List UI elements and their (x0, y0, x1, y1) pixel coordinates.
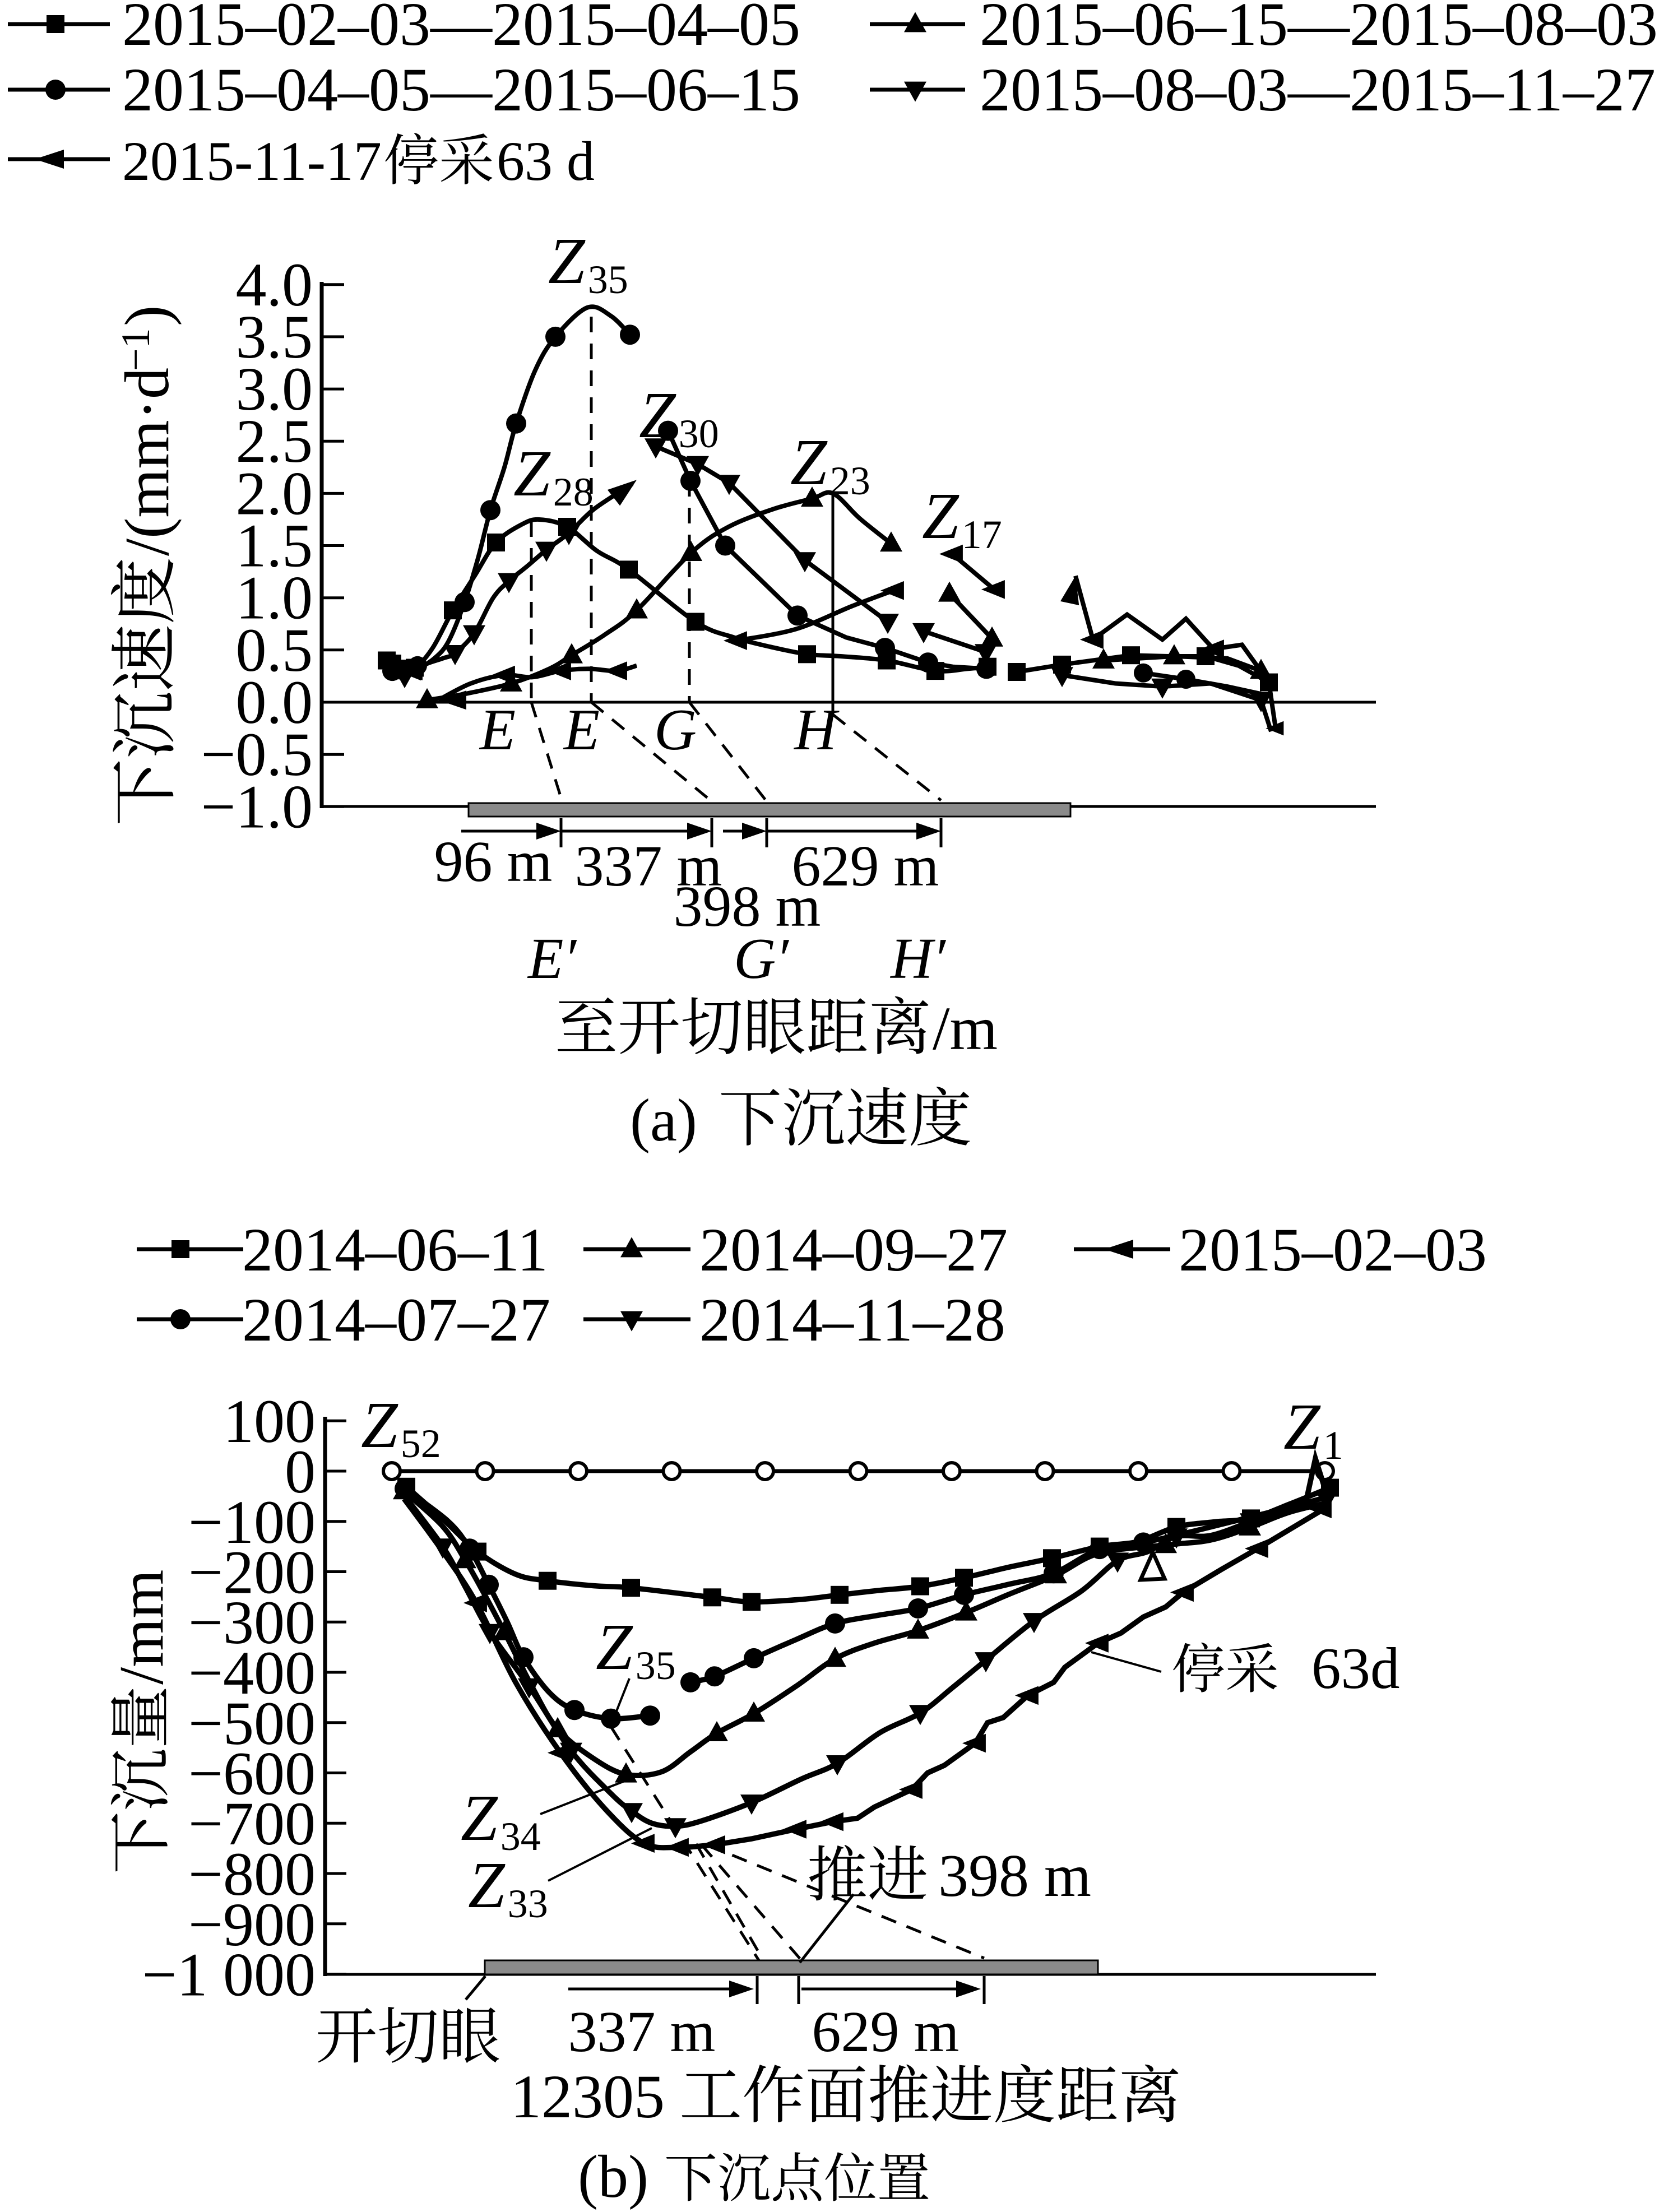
svg-text:Z: Z (548, 224, 586, 298)
svg-text:−800: −800 (188, 1840, 316, 1908)
svg-text:2015–04–05—2015–06–15: 2015–04–05—2015–06–15 (122, 55, 800, 124)
svg-text:629 m: 629 m (792, 834, 939, 898)
svg-text:35: 35 (588, 257, 628, 302)
svg-text:(a): (a) (630, 1087, 697, 1154)
svg-text:17: 17 (962, 512, 1002, 557)
svg-text:/m: /m (933, 994, 998, 1063)
svg-text:2015–02–03—2015–04–05: 2015–02–03—2015–04–05 (122, 0, 800, 58)
svg-text:96 m: 96 m (434, 829, 553, 894)
svg-text:): ) (113, 305, 182, 326)
svg-text:H′: H′ (889, 926, 947, 991)
svg-text:33: 33 (508, 1881, 548, 1926)
svg-text:Z: Z (361, 1388, 398, 1462)
svg-text:2014–09–27: 2014–09–27 (699, 1216, 1008, 1284)
svg-text:337 m: 337 m (568, 2000, 716, 2064)
svg-text:−900: −900 (188, 1890, 316, 1959)
svg-text:2014–06–11: 2014–06–11 (242, 1216, 548, 1284)
svg-text:3.5: 3.5 (236, 303, 313, 371)
svg-text:3.0: 3.0 (236, 355, 313, 423)
svg-text:(b): (b) (578, 2144, 648, 2210)
svg-text:629 m: 629 m (812, 2000, 960, 2064)
svg-text:2014–11–28: 2014–11–28 (699, 1286, 1005, 1354)
svg-text:−300: −300 (188, 1588, 316, 1657)
svg-text:1.0: 1.0 (236, 564, 313, 632)
svg-text:−700: −700 (188, 1789, 316, 1858)
svg-text:2015–02–03: 2015–02–03 (1179, 1216, 1487, 1284)
svg-text:2015–08–03—2015–11–27: 2015–08–03—2015–11–27 (980, 55, 1656, 124)
svg-text:398 m: 398 m (938, 1843, 1091, 1909)
svg-text:0: 0 (285, 1437, 316, 1506)
svg-text:H: H (793, 697, 840, 762)
svg-text:−500: −500 (188, 1689, 316, 1757)
svg-text:34: 34 (500, 1814, 541, 1859)
svg-text:2015–06–15—2015–08–03: 2015–06–15—2015–08–03 (980, 0, 1658, 58)
svg-text:2.5: 2.5 (236, 407, 313, 475)
svg-text:1: 1 (1323, 1423, 1343, 1468)
svg-text:2015-11-17: 2015-11-17 (122, 130, 382, 192)
svg-text:28: 28 (553, 470, 594, 514)
svg-text:0.0: 0.0 (236, 668, 313, 736)
svg-text:4.0: 4.0 (236, 251, 313, 319)
svg-text:/mm: /mm (107, 1570, 177, 1685)
svg-text:G: G (654, 697, 697, 762)
svg-text:337 m: 337 m (575, 834, 722, 898)
svg-text:E: E (563, 697, 600, 762)
svg-text:Z: Z (461, 1781, 498, 1854)
svg-text:63d: 63d (1311, 1635, 1400, 1701)
svg-text:12305: 12305 (511, 2062, 665, 2131)
svg-text:100: 100 (223, 1387, 316, 1455)
svg-text:E: E (479, 697, 516, 762)
svg-text:E′: E′ (527, 926, 578, 991)
svg-text:/(mm·d: /(mm·d (113, 368, 182, 556)
svg-text:−1 000: −1 000 (142, 1941, 316, 2009)
svg-text:398 m: 398 m (674, 874, 821, 939)
svg-text:Z: Z (922, 479, 960, 553)
svg-text:−1: −1 (113, 328, 158, 371)
svg-text:1.5: 1.5 (236, 512, 313, 580)
svg-text:−600: −600 (188, 1740, 316, 1808)
svg-text:30: 30 (679, 411, 719, 456)
svg-text:−400: −400 (188, 1639, 316, 1707)
svg-text:35: 35 (636, 1643, 676, 1688)
svg-text:−100: −100 (188, 1488, 316, 1556)
svg-text:2.0: 2.0 (236, 459, 313, 527)
svg-text:Z: Z (513, 437, 551, 510)
svg-text:Z: Z (468, 1848, 506, 1922)
svg-text:−0.5: −0.5 (201, 720, 313, 789)
svg-text:0.5: 0.5 (236, 616, 313, 684)
svg-text:Z: Z (596, 1610, 633, 1684)
svg-text:2014–07–27: 2014–07–27 (242, 1286, 550, 1354)
svg-text:52: 52 (401, 1421, 441, 1466)
svg-text:Z: Z (790, 425, 828, 499)
svg-text:63 d: 63 d (497, 130, 595, 192)
svg-text:−200: −200 (188, 1538, 316, 1607)
svg-text:G′: G′ (734, 926, 790, 991)
svg-text:−1.0: −1.0 (201, 772, 313, 841)
